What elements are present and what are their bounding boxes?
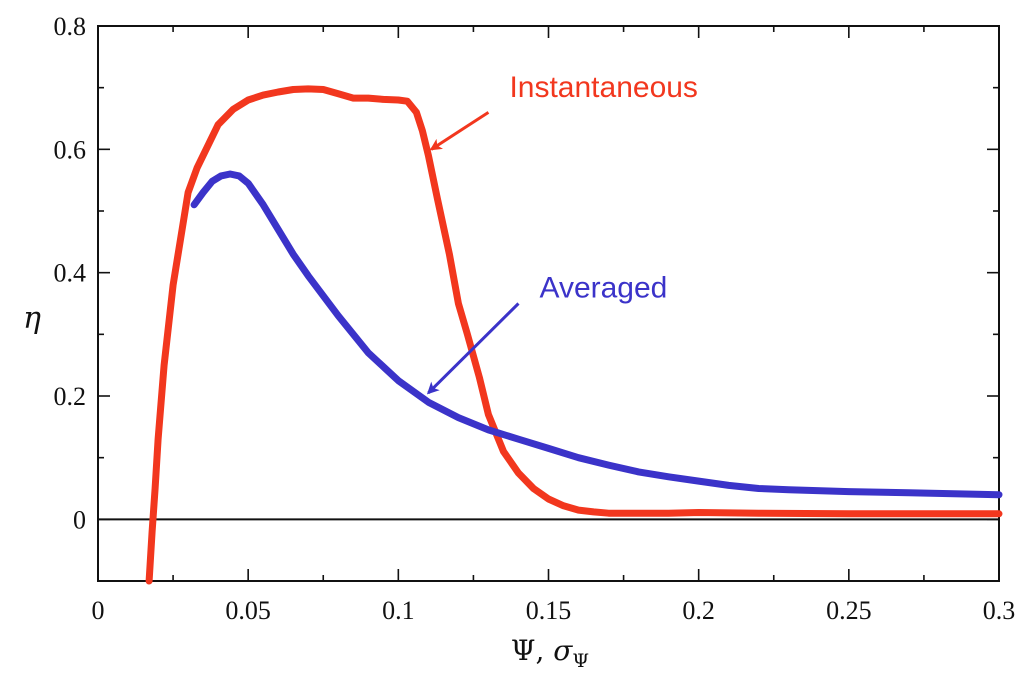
series-line-instantaneous [145, 85, 1003, 585]
x-axis-title-sigma: σ [553, 634, 573, 667]
x-tick-label: 0.1 [382, 596, 415, 625]
y-axis-title: η [23, 301, 41, 336]
y-tick-label: 0 [73, 505, 86, 534]
y-tick-label: 0.6 [54, 135, 87, 164]
x-axis-title-main: Ψ, [511, 634, 553, 667]
x-tick-label: 0.2 [682, 596, 715, 625]
x-tick-label: 0.05 [225, 596, 271, 625]
y-tick-label: 0.2 [54, 382, 87, 411]
x-tick-label: 0.3 [983, 596, 1016, 625]
annotation-arrow-averaged [426, 302, 520, 395]
annotation-averaged: Averaged [539, 271, 667, 304]
y-tick-label: 0.8 [54, 12, 87, 41]
y-tick-label: 0.4 [54, 259, 87, 288]
x-tick-label: 0.15 [526, 596, 572, 625]
x-tick-label: 0 [92, 596, 105, 625]
x-axis-title: Ψ, σΨ [511, 634, 589, 672]
x-axis-title-subscript: Ψ [572, 650, 589, 672]
x-tick-label: 0.25 [826, 596, 872, 625]
annotation-arrow-instantaneous [429, 111, 490, 151]
axis-ticks [97, 25, 1000, 581]
series-line-averaged [190, 170, 1003, 499]
y-tick-labels: 0 0.2 0.4 0.6 0.8 [54, 12, 87, 534]
annotation-instantaneous: Instantaneous [509, 71, 697, 104]
x-tick-labels: 0 0.05 0.1 0.15 0.2 0.25 0.3 [92, 596, 1016, 625]
